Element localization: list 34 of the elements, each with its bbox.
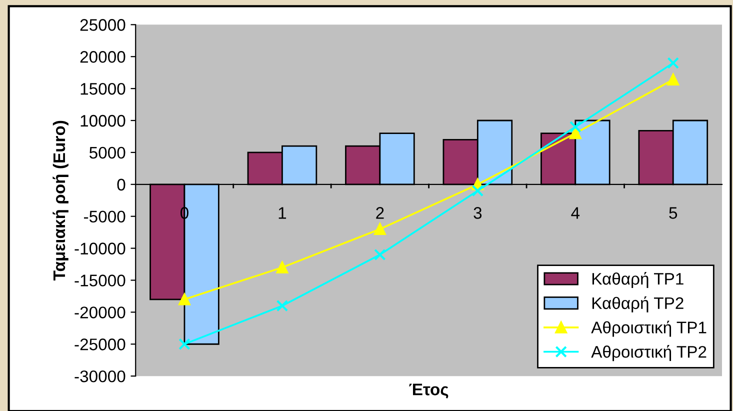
x-tick-label: 2 bbox=[376, 207, 384, 219]
y-tick-label: -10000 bbox=[74, 242, 126, 254]
legend-label: Αθροιστική ΤΡ2 bbox=[591, 345, 706, 362]
point bbox=[374, 248, 386, 261]
point bbox=[667, 74, 680, 86]
y-tick-label: 20000 bbox=[80, 51, 126, 63]
y-tick-label: -25000 bbox=[74, 338, 126, 350]
point bbox=[472, 184, 484, 197]
y-tick-label: -20000 bbox=[74, 306, 126, 318]
legend-label: Καθαρή ΤΡ2 bbox=[592, 296, 684, 312]
point bbox=[178, 338, 190, 350]
legend-label: Καθαρή ΤΡ1 bbox=[592, 272, 684, 288]
y-tick-label: 5000 bbox=[89, 146, 126, 159]
y-tick-label: 15000 bbox=[80, 82, 126, 95]
y-tick-label: 25000 bbox=[80, 19, 126, 31]
x-tick-label: 5 bbox=[669, 207, 678, 219]
y-tick-label: 10000 bbox=[80, 114, 126, 127]
point bbox=[178, 293, 190, 306]
point bbox=[570, 120, 582, 133]
y-tick-label: -30000 bbox=[74, 370, 126, 382]
point bbox=[276, 262, 288, 274]
legend-label: Αθροιστική ΤΡ1 bbox=[591, 320, 706, 337]
x-tick-label: 3 bbox=[474, 207, 482, 219]
y-tick-label: 0 bbox=[117, 178, 126, 191]
point bbox=[667, 57, 680, 69]
point bbox=[276, 300, 288, 312]
point bbox=[570, 127, 582, 140]
x-tick-label: 1 bbox=[278, 207, 286, 219]
y-axis-title: Ταμειακή ροή (Euro) bbox=[52, 120, 68, 280]
point bbox=[374, 223, 386, 236]
y-tick-label: -15000 bbox=[74, 274, 126, 286]
x-axis-title: Έτος bbox=[409, 384, 448, 398]
y-tick-label: -5000 bbox=[84, 210, 126, 223]
x-tick-label: 4 bbox=[571, 207, 580, 219]
